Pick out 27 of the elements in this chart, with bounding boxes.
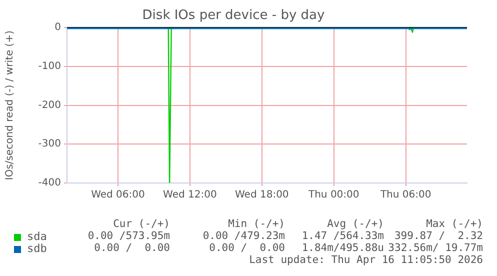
text: 332.56m/ 19.77m [388, 242, 483, 254]
text: 0.00 / 0.00 [209, 242, 285, 254]
x-tick-label: Thu 00:00 [307, 190, 360, 201]
text: 1.84m/495.88u [302, 242, 384, 254]
text: 0.00 /479.23m [202, 230, 285, 242]
y-tick-label: -200 [38, 100, 61, 111]
text: 0.00 / 0.00 [94, 242, 170, 254]
x-tick-label: Thu 06:00 [379, 190, 432, 201]
text: Max (-/+) [426, 218, 483, 230]
text: 1.47 /564.33m [302, 230, 384, 242]
legend-label: sdb [27, 242, 47, 255]
text: 0.00 /573.95m [88, 230, 170, 242]
y-tick-label: 0 [54, 22, 61, 34]
y-tick-label: -400 [38, 178, 61, 189]
x-tick-label: Wed 18:00 [234, 190, 289, 201]
x-tick-label: Wed 06:00 [91, 190, 145, 201]
text: Cur (-/+) [113, 218, 170, 230]
chart-title: Disk IOs per device - by day [142, 8, 326, 24]
text: Min (-/+) [228, 218, 285, 230]
y-axis-title: IOs/second read (-) / write (+) [4, 30, 16, 180]
x-tick-label: Wed 12:00 [163, 190, 217, 201]
legend-label: sda [27, 230, 47, 243]
y-tick-label: -100 [38, 61, 61, 72]
y-tick-label: -300 [38, 138, 61, 150]
text: Last update: Thu Apr 16 11:05:50 2026 [249, 254, 483, 266]
text: 399.87 / 2.32 [394, 230, 483, 242]
text: Avg (-/+) [327, 218, 384, 230]
